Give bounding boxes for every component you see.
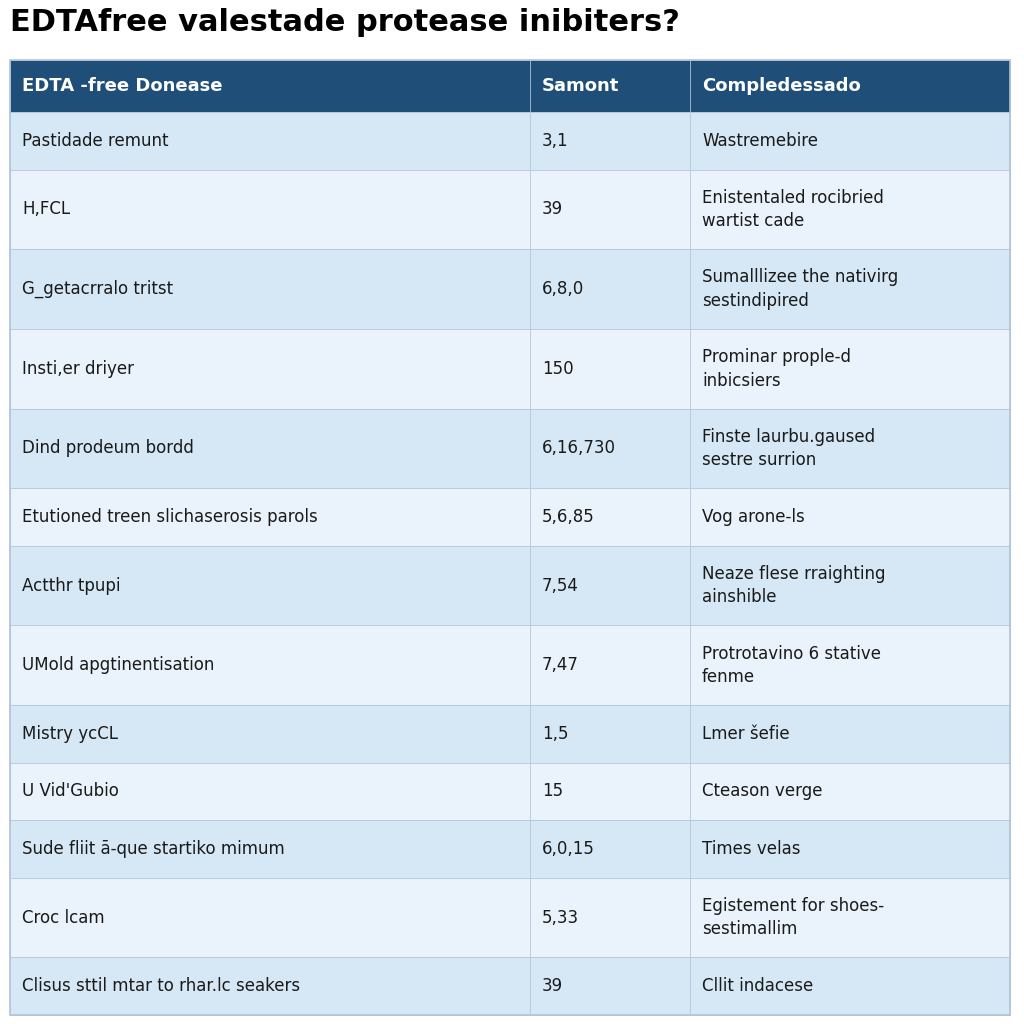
Bar bbox=[530, 112, 690, 170]
Text: Etutioned treen slichaserosis parols: Etutioned treen slichaserosis parols bbox=[22, 508, 317, 526]
Bar bbox=[10, 249, 530, 329]
Bar bbox=[690, 488, 1010, 546]
Bar bbox=[690, 626, 1010, 706]
Bar bbox=[530, 957, 690, 1015]
Bar bbox=[530, 488, 690, 546]
Text: 7,54: 7,54 bbox=[542, 577, 579, 595]
Bar bbox=[10, 706, 530, 763]
Text: Egistement for shoes-
sestimallim: Egistement for shoes- sestimallim bbox=[702, 897, 884, 938]
Bar bbox=[690, 60, 1010, 112]
Text: 6,16,730: 6,16,730 bbox=[542, 439, 616, 458]
Bar bbox=[10, 820, 530, 878]
Text: EDTAfree valestade protease inibiters?: EDTAfree valestade protease inibiters? bbox=[10, 8, 680, 37]
Text: 7,47: 7,47 bbox=[542, 656, 579, 675]
Text: Samont: Samont bbox=[542, 77, 620, 95]
Bar bbox=[530, 546, 690, 626]
Text: 3,1: 3,1 bbox=[542, 132, 568, 150]
Text: G_getacrralo tritst: G_getacrralo tritst bbox=[22, 280, 173, 298]
Bar bbox=[530, 626, 690, 706]
Text: Protrotavino 6 stative
fenme: Protrotavino 6 stative fenme bbox=[702, 644, 881, 686]
Bar bbox=[690, 112, 1010, 170]
Text: Wastremebire: Wastremebire bbox=[702, 132, 818, 150]
Bar bbox=[530, 820, 690, 878]
Text: UMold apgtinentisation: UMold apgtinentisation bbox=[22, 656, 214, 675]
Bar bbox=[690, 409, 1010, 488]
Text: Croc lcam: Croc lcam bbox=[22, 908, 104, 927]
Bar bbox=[10, 329, 530, 409]
Text: Insti,er driyer: Insti,er driyer bbox=[22, 359, 134, 378]
Bar bbox=[530, 249, 690, 329]
Text: 39: 39 bbox=[542, 977, 563, 995]
Text: 5,33: 5,33 bbox=[542, 908, 580, 927]
Text: Clisus sttil mtar to rhar.lc seakers: Clisus sttil mtar to rhar.lc seakers bbox=[22, 977, 300, 995]
Text: Enistentaled rocibried
wartist cade: Enistentaled rocibried wartist cade bbox=[702, 188, 884, 230]
Text: H,FCL: H,FCL bbox=[22, 201, 70, 218]
Text: 5,6,85: 5,6,85 bbox=[542, 508, 595, 526]
Text: Cteason verge: Cteason verge bbox=[702, 782, 822, 801]
Text: Neaze flese rraighting
ainshible: Neaze flese rraighting ainshible bbox=[702, 565, 886, 606]
Bar bbox=[10, 546, 530, 626]
Text: Mistry ycCL: Mistry ycCL bbox=[22, 725, 118, 743]
Bar bbox=[10, 488, 530, 546]
Text: Times velas: Times velas bbox=[702, 840, 801, 858]
Text: Cllit indacese: Cllit indacese bbox=[702, 977, 813, 995]
Text: Sumalllizee the nativirg
sestindipired: Sumalllizee the nativirg sestindipired bbox=[702, 268, 898, 310]
Text: Dind prodeum bordd: Dind prodeum bordd bbox=[22, 439, 194, 458]
Bar bbox=[10, 957, 530, 1015]
Bar bbox=[690, 706, 1010, 763]
Bar bbox=[10, 763, 530, 820]
Text: Pastidade remunt: Pastidade remunt bbox=[22, 132, 169, 150]
Text: 15: 15 bbox=[542, 782, 563, 801]
Bar bbox=[10, 878, 530, 957]
Bar bbox=[530, 170, 690, 249]
Text: Sude fliit ā-que startiko mimum: Sude fliit ā-que startiko mimum bbox=[22, 840, 285, 858]
Bar bbox=[10, 170, 530, 249]
Bar bbox=[690, 170, 1010, 249]
Text: EDTA -free Donease: EDTA -free Donease bbox=[22, 77, 222, 95]
Bar bbox=[690, 878, 1010, 957]
Bar bbox=[530, 706, 690, 763]
Text: Prominar prople-d
inbicsiers: Prominar prople-d inbicsiers bbox=[702, 348, 851, 389]
Bar bbox=[690, 820, 1010, 878]
Bar bbox=[690, 329, 1010, 409]
Bar bbox=[690, 957, 1010, 1015]
Text: Vog arone-ls: Vog arone-ls bbox=[702, 508, 805, 526]
Bar bbox=[530, 763, 690, 820]
Bar bbox=[690, 763, 1010, 820]
Bar bbox=[530, 409, 690, 488]
Bar bbox=[690, 546, 1010, 626]
Text: Actthr tpupi: Actthr tpupi bbox=[22, 577, 121, 595]
Bar bbox=[530, 878, 690, 957]
Text: 1,5: 1,5 bbox=[542, 725, 568, 743]
Text: 39: 39 bbox=[542, 201, 563, 218]
Text: 150: 150 bbox=[542, 359, 573, 378]
Bar bbox=[10, 60, 530, 112]
Text: 6,8,0: 6,8,0 bbox=[542, 280, 585, 298]
Bar bbox=[690, 249, 1010, 329]
Bar bbox=[10, 626, 530, 706]
Bar bbox=[530, 329, 690, 409]
Text: 6,0,15: 6,0,15 bbox=[542, 840, 595, 858]
Bar bbox=[10, 112, 530, 170]
Bar bbox=[10, 409, 530, 488]
Text: U Vid'Gubio: U Vid'Gubio bbox=[22, 782, 119, 801]
Text: Finste laurbu.gaused
sestre surrion: Finste laurbu.gaused sestre surrion bbox=[702, 428, 876, 469]
Text: Compledessado: Compledessado bbox=[702, 77, 861, 95]
Bar bbox=[530, 60, 690, 112]
Text: Lmer šefie: Lmer šefie bbox=[702, 725, 790, 743]
